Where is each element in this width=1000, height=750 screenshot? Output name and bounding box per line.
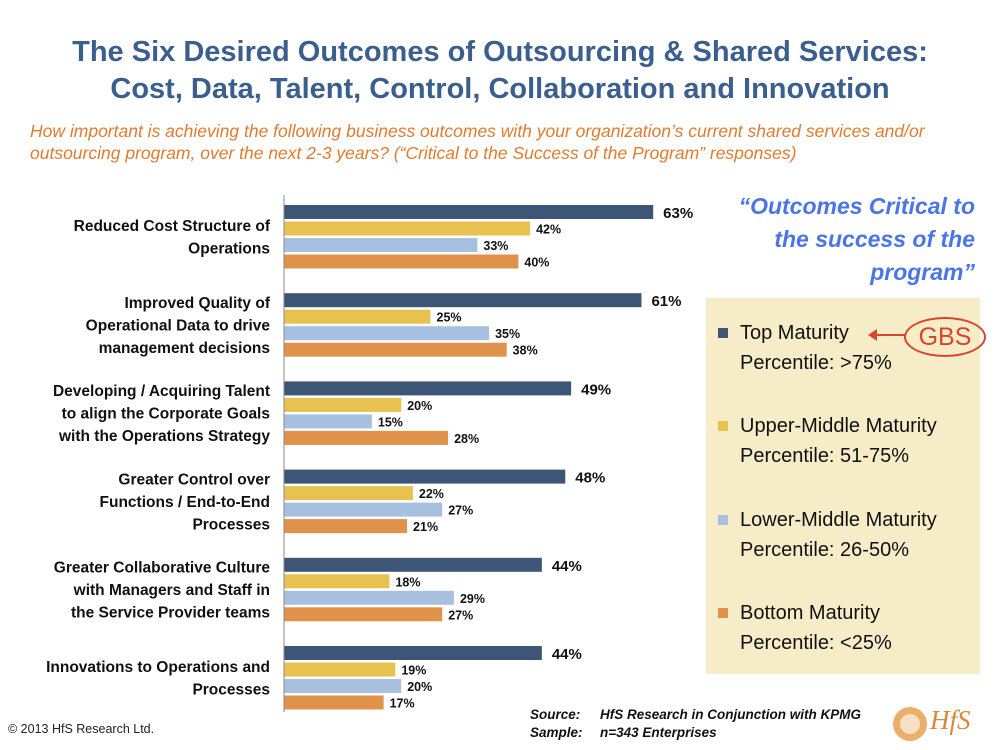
callout-line-3: program” [870,259,975,285]
callout-line-1: “Outcomes Critical to [738,193,975,219]
bar-bottom-0 [284,254,519,269]
value-label-top-3: 48% [575,470,605,487]
legend-swatch-top [718,328,728,338]
category-label-3-line-0: Greater Control over [118,471,270,488]
bar-top-4 [284,557,542,572]
bar-top-1 [284,293,642,308]
category-label-4-line-1: with Managers and Staff in [73,582,270,599]
value-label-bottom-3: 21% [413,520,438,534]
legend-swatch-upper_middle [718,421,728,431]
source-key: Source: [530,707,581,722]
legend-swatch-bottom [718,608,728,618]
value-label-lower_middle-4: 29% [460,592,485,606]
legend-label-top-line-2: Percentile: >75% [740,352,892,374]
title-line-1: The Six Desired Outcomes of Outsourcing … [72,36,928,68]
bar-lower_middle-3 [284,502,443,517]
bar-upper_middle-4 [284,574,390,589]
legend-label-bottom-line-2: Percentile: <25% [740,632,892,654]
category-label-2-line-1: to align the Corporate Goals [62,406,270,423]
legend-label-lower_middle-line-1: Lower-Middle Maturity [740,509,937,531]
category-label-1-line-2: management decisions [99,340,270,357]
category-label-1-line-1: Operational Data to drive [86,317,271,334]
value-label-top-0: 63% [663,205,693,222]
category-label-0-line-0: Reduced Cost Structure of [74,218,271,235]
title-line-2: Cost, Data, Talent, Control, Collaborati… [110,73,890,105]
bar-top-3 [284,469,566,484]
bar-upper_middle-0 [284,221,531,236]
value-label-bottom-5: 17% [390,697,415,711]
value-label-upper_middle-4: 18% [395,575,420,589]
bar-upper_middle-1 [284,309,431,324]
sample-key: Sample: [530,725,583,740]
bar-lower_middle-2 [284,414,372,429]
value-label-lower_middle-5: 20% [407,680,432,694]
value-label-bottom-0: 40% [524,256,549,270]
bar-upper_middle-2 [284,397,402,412]
bar-bottom-2 [284,430,449,445]
logo-text: HfS [930,705,971,735]
category-label-4-line-0: Greater Collaborative Culture [54,560,271,577]
sample-value: n=343 Enterprises [600,725,717,740]
value-label-upper_middle-2: 20% [407,399,432,413]
value-label-upper_middle-5: 19% [401,664,426,678]
value-label-lower_middle-1: 35% [495,327,520,341]
bar-bottom-3 [284,519,408,534]
labels-layer: 63% 42% 33% 40% Reduced Cost Structure of Ope… [46,205,693,711]
legend-label-upper_middle-line-2: Percentile: 51-75% [740,445,909,467]
source-note: Source: HfS Research in Conjunction with … [530,706,861,742]
value-label-lower_middle-3: 27% [448,504,473,518]
bars-layer [284,205,654,710]
category-label-5-line-0: Innovations to Operations and [46,659,270,676]
bar-bottom-1 [284,342,507,357]
value-label-lower_middle-2: 15% [378,415,403,429]
source-value: HfS Research in Conjunction with KPMG [600,707,862,722]
gbs-badge: GBS [904,317,986,357]
bar-upper_middle-3 [284,486,413,501]
copyright-text: © 2013 HfS Research Ltd. [8,722,155,736]
bar-top-2 [284,381,572,396]
bar-upper_middle-5 [284,662,396,677]
category-label-2-line-2: with the Operations Strategy [58,428,270,445]
value-label-bottom-1: 38% [513,344,538,358]
bar-lower_middle-1 [284,326,490,341]
callout-outcomes-critical: “Outcomes Critical to the success of the… [700,190,975,289]
category-label-4-line-2: the Service Provider teams [71,605,270,622]
value-label-lower_middle-0: 33% [483,239,508,253]
bar-bottom-5 [284,695,384,710]
category-label-1-line-0: Improved Quality of [124,295,270,312]
legend-label-lower_middle-line-2: Percentile: 26-50% [740,539,909,561]
value-label-bottom-2: 28% [454,432,479,446]
legend-label-bottom-line-1: Bottom Maturity [740,602,881,624]
value-label-bottom-4: 27% [448,608,473,622]
bar-top-5 [284,646,542,660]
bar-lower_middle-5 [284,679,402,693]
bar-lower_middle-0 [284,238,478,252]
category-label-0-line-1: Operations [188,241,270,258]
hfs-logo-icon [893,707,927,741]
category-label-3-line-1: Functions / End-to-End [100,494,270,511]
bar-bottom-4 [284,607,443,622]
value-label-top-2: 49% [581,381,611,398]
category-label-3-line-2: Processes [192,516,270,533]
bar-lower_middle-4 [284,590,454,605]
survey-question: How important is achieving the following… [30,121,925,163]
value-label-upper_middle-0: 42% [536,223,561,237]
chart-legend: Top Maturity Percentile: >75% Upper-Middle… [706,298,980,674]
gbs-arrow-icon [868,329,906,341]
category-label-2-line-0: Developing / Acquiring Talent [53,383,270,400]
value-label-upper_middle-3: 22% [419,487,444,501]
legend-label-upper_middle-line-1: Upper-Middle Maturity [740,415,937,437]
bar-top-0 [284,205,654,219]
legend-swatch-lower_middle [718,515,728,525]
value-label-top-4: 44% [552,558,582,575]
value-label-top-1: 61% [651,293,681,310]
value-label-upper_middle-1: 25% [437,311,462,325]
category-label-5-line-1: Processes [192,682,270,699]
legend-label-top-line-1: Top Maturity [740,322,849,344]
page-title: The Six Desired Outcomes of Outsourcing … [20,34,980,108]
callout-line-2: the success of the [774,226,975,252]
value-label-top-5: 44% [552,646,582,663]
